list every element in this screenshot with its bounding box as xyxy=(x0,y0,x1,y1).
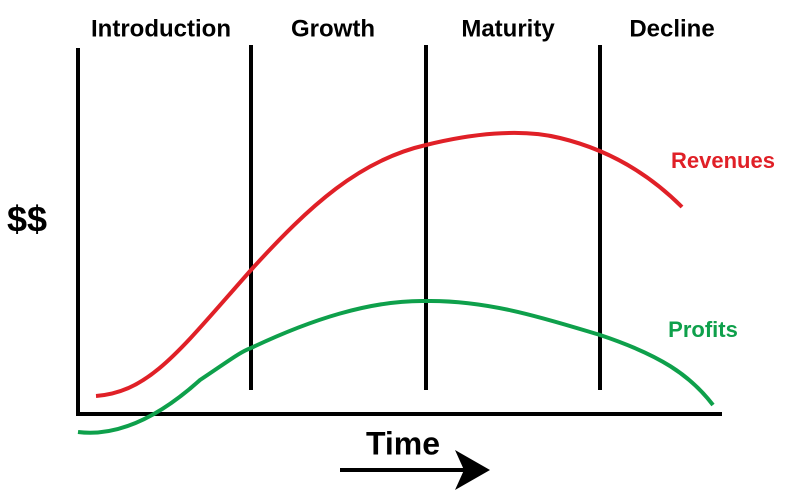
profits-curve xyxy=(77,298,715,435)
revenues-label: Revenues xyxy=(671,148,775,173)
stage-label: Maturity xyxy=(461,15,555,42)
profits-label: Profits xyxy=(668,317,738,342)
revenues-curve xyxy=(95,130,684,398)
stage-label: Introduction xyxy=(91,15,231,42)
y-axis-label: $$ xyxy=(7,199,47,240)
stage-label: Decline xyxy=(629,15,714,42)
stage-label: Growth xyxy=(291,15,375,42)
x-axis-label: Time xyxy=(366,425,440,461)
time-arrow-head xyxy=(455,450,490,490)
